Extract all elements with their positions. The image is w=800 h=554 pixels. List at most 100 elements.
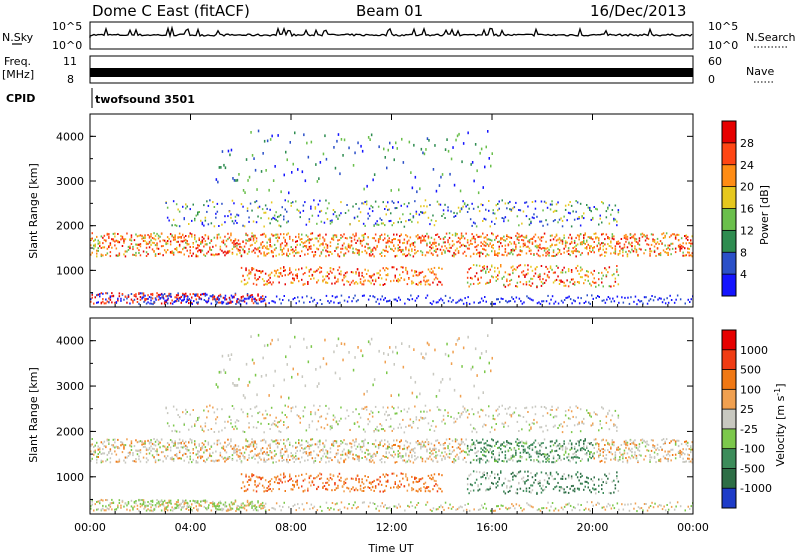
velocity-cell bbox=[201, 499, 204, 502]
power-cell bbox=[435, 234, 437, 236]
velocity-cell bbox=[426, 457, 428, 460]
velocity-cell bbox=[573, 452, 576, 455]
power-cell bbox=[667, 253, 669, 256]
velocity-cell bbox=[601, 439, 603, 442]
power-cell bbox=[200, 242, 202, 245]
velocity-cell bbox=[188, 461, 190, 464]
power-cell bbox=[171, 224, 173, 227]
power-cell bbox=[178, 232, 181, 235]
velocity-cell bbox=[90, 505, 92, 508]
power-cell bbox=[629, 237, 632, 240]
power-cell bbox=[534, 272, 537, 275]
power-cell bbox=[222, 241, 225, 244]
power-cell bbox=[121, 235, 124, 238]
power-cell bbox=[656, 237, 659, 240]
power-cell bbox=[560, 299, 563, 302]
velocity-cell bbox=[278, 442, 280, 445]
power-cell bbox=[542, 278, 544, 281]
power-cell bbox=[118, 295, 121, 298]
power-cell bbox=[239, 299, 241, 302]
power-cell bbox=[608, 222, 611, 225]
velocity-cell bbox=[368, 453, 371, 456]
power-cell bbox=[169, 251, 172, 254]
power-cell bbox=[430, 247, 433, 250]
velocity-cell bbox=[264, 440, 267, 443]
velocity-cell bbox=[171, 456, 173, 459]
power-colorbar-label-4: 20 bbox=[740, 181, 754, 194]
cpid-label: CPID bbox=[6, 92, 35, 105]
velocity-cell bbox=[180, 457, 182, 460]
power-cell bbox=[668, 244, 671, 247]
power-cell bbox=[486, 268, 488, 271]
power-cell bbox=[303, 133, 305, 137]
velocity-cell bbox=[566, 456, 568, 459]
velocity-cell bbox=[105, 460, 107, 463]
power-cell bbox=[605, 251, 608, 254]
power-cell bbox=[215, 300, 217, 303]
power-cell bbox=[109, 255, 112, 258]
velocity-cell bbox=[555, 459, 558, 462]
velocity-cell bbox=[147, 504, 149, 507]
power-cell bbox=[230, 232, 232, 235]
power-cell bbox=[207, 237, 210, 240]
velocity-cell bbox=[435, 451, 437, 454]
velocity-cell bbox=[365, 448, 368, 451]
velocity-cell bbox=[478, 461, 481, 464]
power-cell bbox=[583, 241, 585, 244]
power-cell bbox=[572, 247, 574, 250]
power-cell bbox=[237, 298, 240, 301]
velocity-cell bbox=[380, 461, 383, 464]
velocity-cell bbox=[629, 457, 632, 460]
power-cell bbox=[270, 271, 273, 274]
power-cell bbox=[269, 222, 271, 225]
power-cell bbox=[320, 267, 323, 269]
power-cell bbox=[424, 211, 427, 214]
power-cell bbox=[127, 295, 130, 298]
power-cell bbox=[233, 202, 235, 205]
velocity-cell bbox=[175, 446, 178, 449]
velocity-cell bbox=[182, 439, 184, 442]
velocity-cell bbox=[658, 449, 660, 451]
power-cell bbox=[301, 170, 304, 174]
velocity-cell bbox=[512, 459, 514, 462]
power-cell bbox=[325, 275, 327, 278]
power-cell bbox=[329, 219, 332, 222]
velocity-cell bbox=[601, 459, 603, 462]
power-cell bbox=[375, 300, 377, 303]
velocity-cell bbox=[595, 443, 597, 446]
velocity-cell bbox=[367, 449, 369, 452]
power-cell bbox=[251, 209, 253, 212]
power-cell bbox=[479, 301, 481, 304]
power-cell bbox=[335, 236, 338, 238]
power-cell bbox=[305, 266, 308, 269]
velocity-cell bbox=[402, 459, 404, 462]
velocity-cell bbox=[608, 443, 611, 446]
velocity-cell bbox=[604, 444, 606, 446]
power-cell bbox=[355, 248, 357, 251]
power-colorbar-label-0: 4 bbox=[740, 268, 747, 281]
power-cell bbox=[258, 276, 261, 279]
power-cell bbox=[294, 131, 296, 135]
power-cell bbox=[472, 252, 475, 255]
power-cell bbox=[366, 184, 368, 188]
power-cell bbox=[387, 273, 389, 276]
velocity-cell bbox=[112, 501, 115, 504]
power-cell bbox=[537, 236, 540, 239]
power-cell bbox=[522, 245, 525, 248]
power-cell bbox=[667, 251, 669, 254]
velocity-cell bbox=[320, 457, 323, 460]
power-cell bbox=[537, 274, 540, 277]
power-cell bbox=[652, 238, 654, 241]
power-cell bbox=[254, 251, 256, 254]
velocity-cell bbox=[488, 460, 490, 463]
power-cell bbox=[426, 205, 428, 208]
power-cell bbox=[561, 271, 564, 274]
power-cell bbox=[91, 232, 93, 235]
power-cell bbox=[463, 237, 466, 240]
power-cell bbox=[560, 239, 562, 242]
power-cell bbox=[592, 280, 594, 283]
velocity-cell bbox=[457, 446, 460, 449]
power-cell bbox=[322, 243, 324, 246]
power-cell bbox=[552, 210, 555, 213]
power-cell bbox=[289, 272, 291, 275]
